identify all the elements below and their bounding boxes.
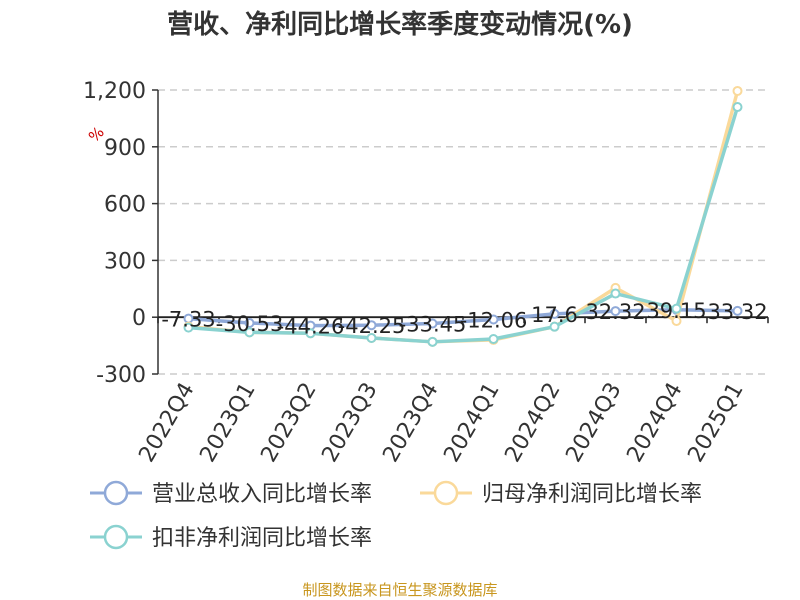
legend-label: 扣非净利润同比增长率	[152, 526, 372, 551]
x-tick-label: 2024Q3	[561, 379, 626, 467]
x-tick-label: 2022Q4	[134, 379, 199, 467]
series-point	[366, 333, 377, 344]
x-tick-label: 2023Q3	[317, 379, 382, 467]
series-point	[183, 322, 194, 333]
x-tick-label: 2024Q4	[622, 379, 687, 467]
y-tick-label: 1,200	[83, 79, 146, 104]
data-label: 39.15	[646, 299, 706, 323]
y-tick-label: -300	[96, 363, 146, 388]
series-point	[244, 317, 255, 328]
data-label: -12.06	[460, 308, 528, 332]
series-point	[610, 288, 621, 299]
x-tick-label: 2024Q2	[500, 379, 565, 467]
x-tick-label: 2023Q2	[256, 379, 321, 467]
x-tick-label: 2023Q4	[378, 379, 443, 467]
legend-item: 扣非净利润同比增长率	[90, 524, 372, 551]
series-point	[427, 318, 438, 329]
legend-label: 归母净利润同比增长率	[482, 482, 702, 507]
x-tick-label: 2025Q1	[683, 379, 748, 467]
y-tick-label: 600	[104, 193, 146, 218]
series-point	[549, 321, 560, 332]
series-line	[188, 308, 738, 328]
legend-marker-icon	[433, 480, 459, 506]
series-point	[488, 314, 499, 325]
series-line	[188, 106, 740, 344]
series-point	[732, 85, 743, 96]
series-point	[366, 320, 377, 331]
axis-layer: -30003006009001,2002022Q42023Q12023Q2202…	[83, 79, 769, 467]
data-label: 17.6	[531, 303, 578, 327]
data-label: -33.45	[399, 313, 467, 337]
series-point	[732, 102, 743, 113]
legend-item: 归母净利润同比增长率	[420, 480, 702, 507]
x-tick-label: 2024Q1	[439, 379, 504, 467]
series-point	[305, 328, 316, 339]
y-tick-label: 0	[132, 306, 146, 331]
data-label: -30.53	[216, 312, 284, 336]
data-label: 33.32	[707, 300, 767, 324]
chart-title: 营收、净利同比增长率季度变动情况(%)	[167, 9, 633, 40]
series-point	[671, 315, 682, 326]
data-label: -42.25	[338, 314, 406, 338]
legend-label: 营业总收入同比增长率	[152, 482, 372, 507]
legend-item: 营业总收入同比增长率	[90, 480, 372, 507]
y-tick-label: 900	[104, 136, 146, 161]
legend-marker-icon	[103, 524, 129, 550]
series-layer	[183, 85, 743, 347]
legend-marker-icon	[103, 480, 129, 506]
series-point	[488, 333, 499, 344]
source-note: 制图数据来自恒生聚源数据库	[302, 581, 497, 599]
series-point	[732, 305, 743, 316]
data-label: 32.32	[585, 300, 645, 324]
series-point	[671, 303, 682, 314]
x-tick-label: 2023Q1	[195, 379, 260, 467]
series-point	[427, 336, 438, 347]
data-label: -44.26	[277, 315, 345, 339]
series-point	[244, 327, 255, 338]
y-tick-label: 300	[104, 249, 146, 274]
data-label: -7.33	[161, 308, 215, 332]
data-label-layer: -7.33 -30.53-44.26-42.25-33.45-12.06 17.6 3…	[161, 299, 767, 339]
series-point	[549, 308, 560, 319]
series-point	[610, 306, 621, 317]
